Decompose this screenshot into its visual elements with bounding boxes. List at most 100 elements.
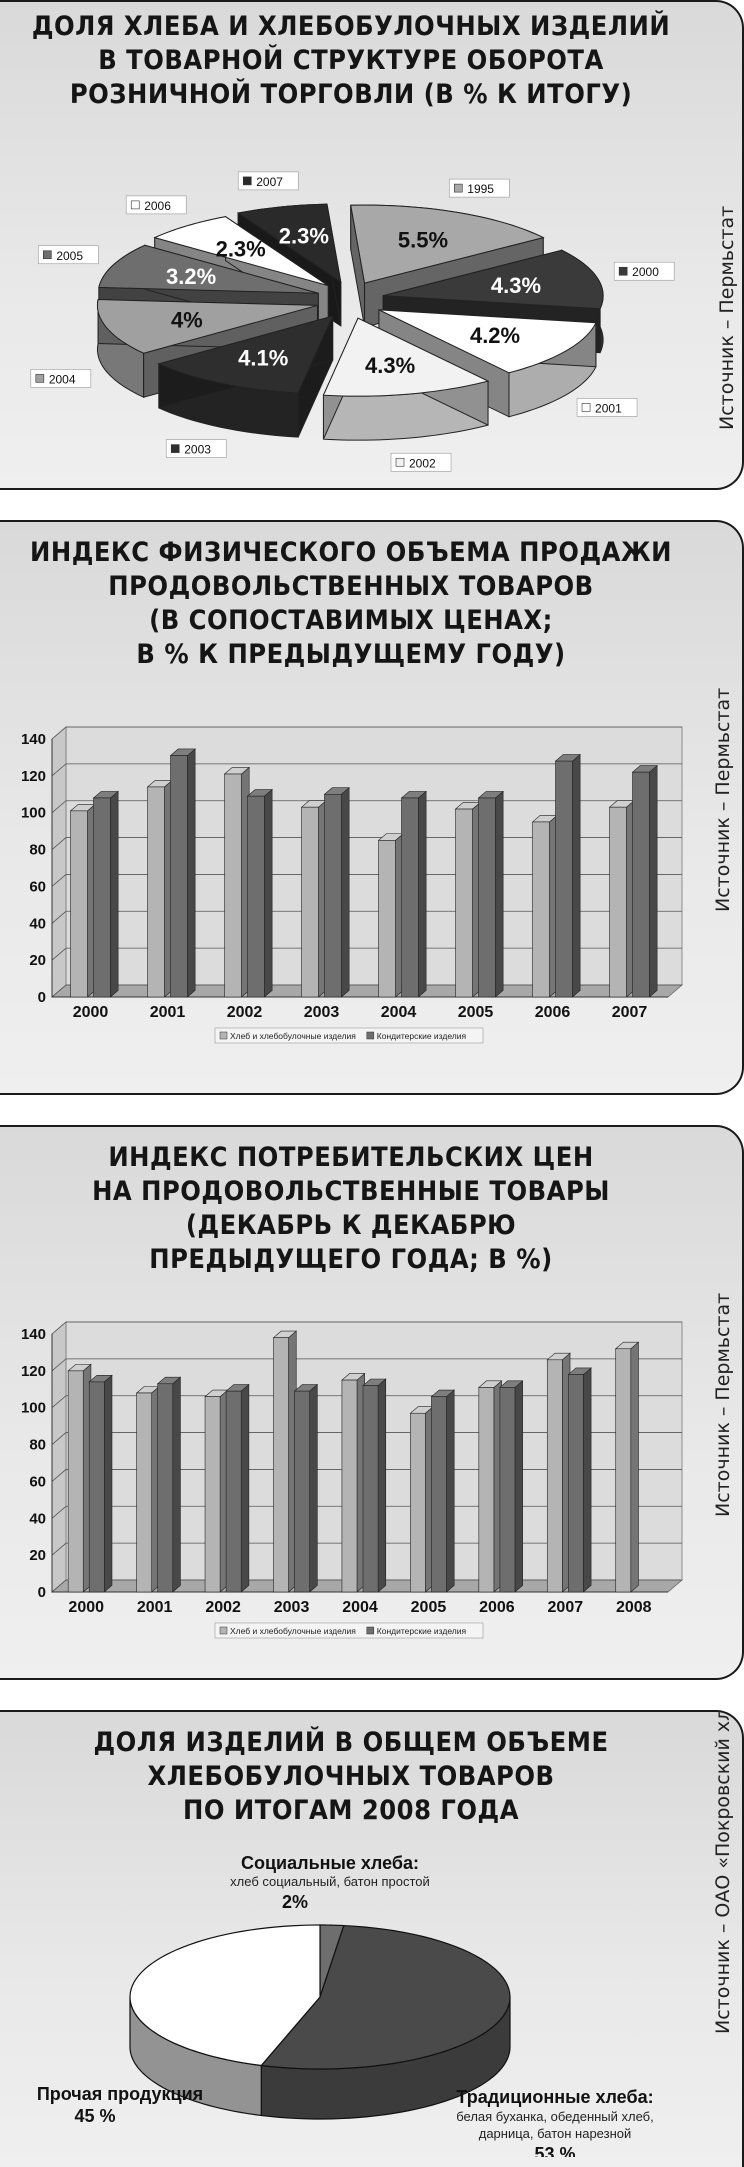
y-tick-label: 80 — [29, 1437, 46, 1454]
bar-bread — [533, 815, 558, 997]
y-tick-label: 0 — [38, 1584, 46, 1601]
x-tick-label: 2001 — [137, 1599, 173, 1616]
y-tick-label: 140 — [21, 1326, 46, 1343]
bar-front — [148, 787, 165, 997]
x-tick-label: 2007 — [612, 1004, 648, 1021]
legend-swatch — [367, 1627, 374, 1634]
bar-side — [104, 1375, 112, 1592]
bar-confectionery — [94, 791, 119, 997]
legend-swatch — [171, 445, 179, 453]
y-tick-label: 100 — [21, 805, 46, 822]
legend-swatch — [582, 403, 590, 411]
y-tick-label: 20 — [29, 1547, 46, 1564]
panel-bread-share: ДОЛЯ ХЛЕБА И ХЛЕБОБУЛОЧНЫХ ИЗДЕЛИЙ В ТОВ… — [0, 0, 744, 490]
x-tick-label: 2005 — [411, 1599, 447, 1616]
chart-title: ДОЛЯ ХЛЕБА И ХЛЕБОБУЛОЧНЫХ ИЗДЕЛИЙ В ТОВ… — [0, 10, 702, 112]
title-line: ПРЕДЫДУЩЕГО ГОДА; В %) — [0, 1243, 702, 1277]
bar-side — [495, 791, 503, 997]
legend-label: 2003 — [184, 443, 211, 457]
bar-side — [173, 1377, 181, 1592]
bar-bread — [68, 1364, 91, 1592]
x-tick-label: 2007 — [548, 1599, 584, 1616]
slice-value-label: 2% — [282, 1892, 308, 1912]
y-tick-label: 40 — [29, 1510, 46, 1527]
legend-swatch — [396, 458, 404, 466]
legend-label: Кондитерские изделия — [377, 1626, 467, 1636]
slice-value-label: 2.3% — [216, 237, 266, 262]
legend-label: 1995 — [467, 182, 494, 196]
panel-product-share: ДОЛЯ ИЗДЕЛИЙ В ОБЩЕМ ОБЪЕМЕ ХЛЕБОБУЛОЧНЫ… — [0, 1710, 744, 2167]
bar-front — [225, 774, 242, 997]
legend-swatch — [36, 374, 44, 382]
y-tick-label: 20 — [29, 952, 46, 969]
bar-confectionery — [568, 1368, 591, 1592]
title-line: ИНДЕКС ФИЗИЧЕСКОГО ОБЪЕМА ПРОДАЖИ — [0, 536, 702, 570]
plot-side-wall — [52, 727, 66, 997]
y-tick-label: 60 — [29, 1473, 46, 1490]
x-tick-label: 2002 — [205, 1599, 241, 1616]
slice-value-label: 5.5% — [398, 227, 448, 252]
legend-label: 2004 — [49, 372, 76, 386]
bar-side — [378, 1379, 386, 1592]
chart-title: ИНДЕКС ПОТРЕБИТЕЛЬСКИХ ЦЕН НА ПРОДОВОЛЬС… — [0, 1141, 702, 1277]
bar-side — [583, 1368, 591, 1592]
bar-chart-volume: 0 20 40 60 80 100 120 140 2000 2001 2002 2003 2004 20… — [0, 697, 700, 1087]
legend-label: Хлеб и хлебобулочные изделия — [230, 1031, 356, 1041]
x-tick-label: 2006 — [479, 1599, 515, 1616]
slice-value-label: 4.2% — [470, 323, 520, 348]
bar-front — [171, 756, 188, 997]
bar-front — [610, 807, 627, 997]
legend-label: 2006 — [144, 199, 171, 213]
legend-label: Хлеб и хлебобулочные изделия — [230, 1626, 356, 1636]
bar-confectionery — [402, 791, 427, 997]
x-tick-label: 2004 — [342, 1599, 378, 1616]
legend-label: 2002 — [409, 456, 436, 470]
chart-title: ДОЛЯ ИЗДЕЛИЙ В ОБЩЕМ ОБЪЕМЕ ХЛЕБОБУЛОЧНЫ… — [0, 1726, 702, 1828]
y-tick-label: 80 — [29, 842, 46, 859]
bar-front — [205, 1397, 220, 1592]
title-line: (В СОПОСТАВИМЫХ ЦЕНАХ; — [0, 604, 702, 638]
slice-value-label: 4.3% — [365, 353, 415, 378]
title-line: В ТОВАРНОЙ СТРУКТУРЕ ОБОРОТА — [0, 44, 702, 78]
bar-front — [94, 798, 111, 997]
bar-side — [447, 1390, 455, 1592]
legend-tag: 2004 — [31, 369, 91, 387]
x-tick-label: 2003 — [274, 1599, 310, 1616]
bar-side — [649, 766, 657, 997]
bar-confectionery — [226, 1385, 249, 1592]
bar-front — [273, 1338, 288, 1592]
title-line: ДОЛЯ ХЛЕБА И ХЛЕБОБУЛОЧНЫХ ИЗДЕЛИЙ — [0, 10, 702, 44]
legend-tag: 2007 — [238, 172, 298, 190]
panel-volume-index: ИНДЕКС ФИЗИЧЕСКОГО ОБЪЕМА ПРОДАЖИ ПРОДОВ… — [0, 520, 744, 1095]
y-tick-label: 40 — [29, 915, 46, 932]
pie-chart-products: Социальные хлеба:хлеб социальный, батон … — [0, 1847, 700, 2157]
slice-callout: Традиционные хлеба:белая буханка, обеден… — [456, 2087, 654, 2157]
bar-confectionery — [431, 1390, 454, 1592]
y-tick-label: 0 — [38, 989, 46, 1006]
bar-bread — [71, 804, 96, 997]
bar-front — [479, 1387, 494, 1592]
bar-front — [547, 1360, 562, 1592]
slice-subtitle: хлеб социальный, батон простой — [230, 1874, 430, 1889]
bar-confectionery — [171, 749, 196, 997]
bar-confectionery — [89, 1375, 112, 1592]
bar-side — [187, 749, 195, 997]
bar-confectionery — [248, 790, 273, 997]
legend-label: 2001 — [595, 401, 622, 415]
bar-bread — [205, 1390, 228, 1592]
bar-confectionery — [633, 766, 658, 997]
bar-front — [363, 1386, 378, 1592]
bar-side — [241, 1385, 249, 1592]
bar-confectionery — [363, 1379, 386, 1592]
bar-bread — [225, 767, 250, 997]
bar-front — [479, 798, 496, 997]
legend-swatch — [243, 177, 251, 185]
bar-front — [500, 1387, 515, 1592]
title-line: ИНДЕКС ПОТРЕБИТЕЛЬСКИХ ЦЕН — [0, 1141, 702, 1175]
x-tick-label: 2006 — [535, 1004, 571, 1021]
legend-tag: 2002 — [391, 453, 451, 471]
plot-side-wall — [52, 1322, 66, 1592]
title-line: НА ПРОДОВОЛЬСТВЕННЫЕ ТОВАРЫ — [0, 1175, 702, 1209]
bar-bread — [137, 1386, 160, 1592]
